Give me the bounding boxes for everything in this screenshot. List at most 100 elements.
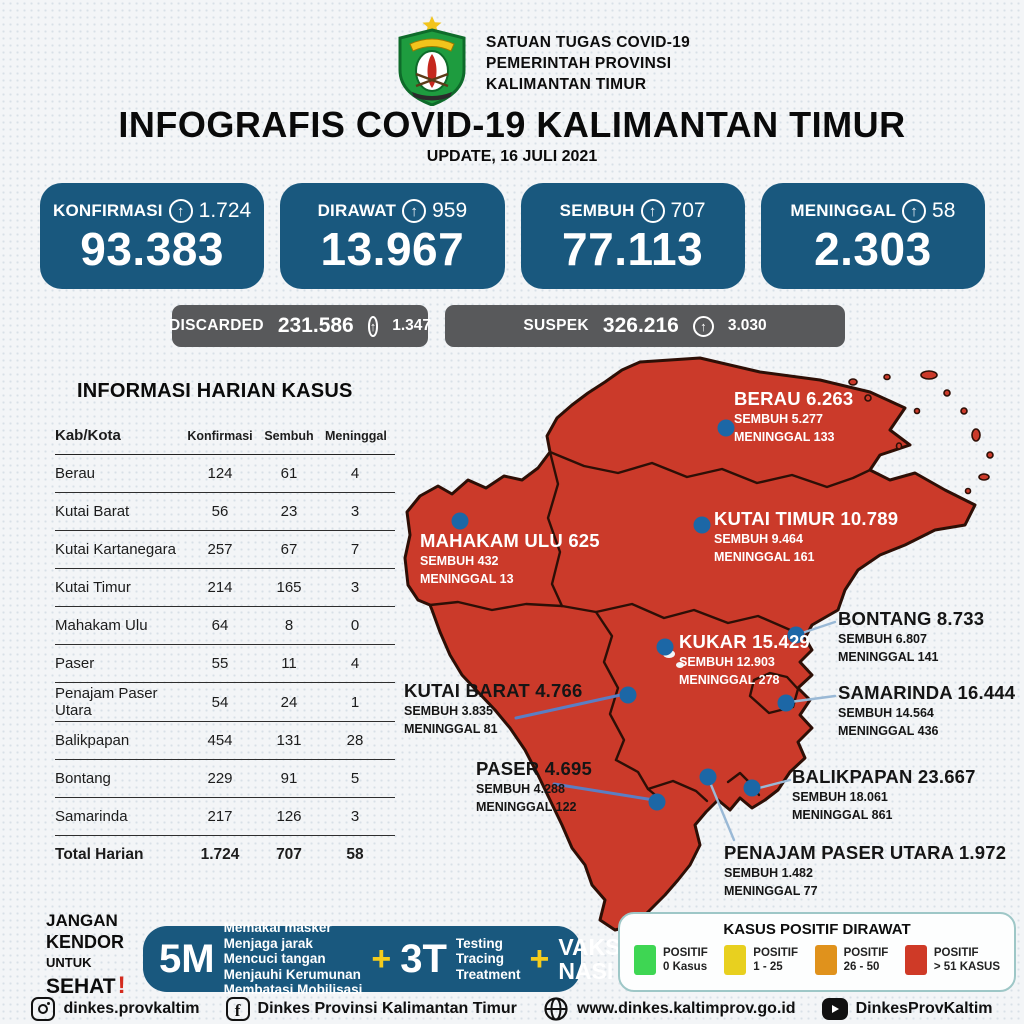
col-header: Sembuh [264, 428, 314, 443]
pill-value: 231.586 [277, 314, 354, 337]
footer-youtube: DinkesProvKaltim [821, 998, 993, 1020]
city-dot-balikpapan [743, 779, 761, 797]
city-dot-samarinda [777, 694, 795, 712]
card-delta: 707 [670, 199, 706, 222]
table-row: Balikpapan 454 131 28 [55, 722, 395, 760]
col-header: Konfirmasi [187, 428, 253, 443]
legend-item-red: POSITIF > 51 KASUS [904, 945, 1000, 975]
org-title: SATUAN TUGAS COVID-19 PEMERINTAH PROVINS… [486, 32, 690, 95]
pill-label: SUSPEK [523, 317, 589, 334]
kaltim-province-logo [398, 16, 466, 106]
district-borders [428, 450, 872, 803]
city-dot-bontang [787, 626, 805, 644]
protocol-vaksinasi: VAKSI NASI [558, 934, 627, 984]
card-konfirmasi: KONFIRMASI ↑ 1.724 93.383 [40, 183, 265, 289]
legend-title: KASUS POSITIF DIRAWAT [723, 921, 911, 938]
table-row: Mahakam Ulu 64 8 0 [55, 607, 395, 645]
col-header: Kab/Kota [55, 427, 121, 444]
card-value: 13.967 [320, 223, 465, 275]
table-total-row: Total Harian 1.724 707 58 [55, 846, 364, 863]
stat-cards: KONFIRMASI ↑ 1.724 93.383 DIRAWAT ↑ 959 … [40, 183, 985, 289]
card-delta: 959 [432, 199, 468, 222]
map-label-paser: PASER 4.695 SEMBUH 4.288 MENINGGAL 122 [476, 758, 593, 814]
map-label-ppu: PENAJAM PASER UTARA 1.972 SEMBUH 1.482 M… [724, 842, 1007, 898]
map-label-kukar: KUKAR 15.429 SEMBUH 12.903 MENINGGAL 278 [679, 631, 810, 687]
province-map-svg [403, 356, 994, 932]
pill-delta: 3.030 [727, 317, 767, 334]
discarded-pill: DISCARDED 231.586 ↑ 1.347 [169, 305, 432, 347]
plus-sign: + [529, 940, 550, 978]
legend-swatch [634, 945, 656, 975]
map-label-kutai-timur: KUTAI TIMUR 10.789 SEMBUH 9.464 MENINGGA… [714, 508, 899, 564]
up-arrow-icon: ↑ [902, 199, 927, 223]
card-label: KONFIRMASI [53, 201, 163, 220]
org-line-1: SATUAN TUGAS COVID-19 [486, 34, 691, 51]
province-map: BERAU 6.263 SEMBUH 5.277 MENINGGAL 133 K… [398, 352, 1022, 938]
table-row: Kutai Kartanegara 257 67 7 [55, 531, 395, 569]
city-dot-kutai-timur [693, 516, 711, 534]
city-dot-mahakam-ulu [451, 512, 469, 530]
city-dot-paser [648, 793, 666, 811]
facebook-handle: Dinkes Provinsi Kalimantan Timur [257, 1000, 517, 1017]
youtube-handle: DinkesProvKaltim [855, 1000, 993, 1017]
instagram-icon [31, 997, 56, 1021]
pill-delta: 1.347 [392, 317, 432, 334]
up-arrow-icon: ↑ [402, 199, 427, 223]
up-arrow-icon: ↑ [367, 315, 379, 337]
table-row: Kutai Barat 56 23 3 [55, 493, 395, 531]
suspek-pill: SUSPEK 326.216 ↑ 3.030 [445, 305, 845, 347]
table-row: Paser 55 11 4 [55, 645, 395, 683]
protocol-3t-items: Testing Tracing Treatment [455, 935, 521, 982]
up-arrow-icon: ↑ [168, 199, 193, 223]
card-label: DIRAWAT [317, 201, 397, 220]
legend-swatch [904, 945, 927, 975]
card-value: 77.113 [562, 223, 704, 275]
map-label-berau: BERAU 6.263 SEMBUH 5.277 MENINGGAL 133 [734, 388, 854, 444]
up-arrow-icon: ↑ [692, 315, 714, 337]
table-row: Samarinda 217 126 3 [55, 798, 395, 836]
card-label: MENINGGAL [790, 201, 897, 220]
city-dot-berau [717, 419, 735, 437]
table-row: Berau 124 61 4 [55, 455, 395, 493]
card-delta: 1.724 [198, 199, 252, 222]
up-arrow-icon: ↑ [640, 199, 665, 223]
leader-lines [514, 620, 837, 842]
logo-ribbon [412, 92, 452, 101]
slogan: JANGAN KENDOR UNTUK SEHAT! [46, 911, 126, 999]
protocol-banner: 5M Memakai masker Menjaga jarak Mencuci … [143, 920, 627, 997]
logo-banner [409, 38, 455, 52]
footer-facebook: f Dinkes Provinsi Kalimantan Timur [225, 997, 517, 1021]
city-dots [451, 419, 805, 811]
daily-cases-table: INFORMASI HARIAN KASUS Kab/Kota Konfirma… [55, 380, 395, 874]
footer-instagram: dinkes.provkaltim [31, 997, 200, 1021]
legend-item-orange: POSITIF 26 - 50 [814, 945, 888, 975]
page-title: INFOGRAFIS COVID-19 KALIMANTAN TIMUR [118, 104, 906, 145]
facebook-icon: f [225, 997, 250, 1021]
footer-website: www.dinkes.kaltimprov.go.id [543, 996, 796, 1022]
map-legend: KASUS POSITIF DIRAWAT POSITIF 0 Kasus POS… [618, 912, 1016, 992]
city-dot-kutai-barat [619, 686, 637, 704]
legend-swatch [724, 945, 747, 975]
table-row: Bontang 229 91 5 [55, 760, 395, 798]
legend-swatch [814, 945, 837, 975]
col-header: Meninggal [325, 428, 387, 443]
plus-sign: + [371, 940, 392, 978]
youtube-icon [821, 998, 848, 1020]
province-landmass [403, 356, 977, 932]
pill-value: 326.216 [602, 314, 679, 337]
card-sembuh: SEMBUH ↑ 707 77.113 [520, 183, 745, 289]
globe-icon [544, 997, 568, 1021]
map-label-bontang: BONTANG 8.733 SEMBUH 6.807 MENINGGAL 141 [838, 608, 985, 664]
table-row: Penajam Paser Utara 54 24 1 [55, 683, 395, 722]
footer-social: dinkes.provkaltim f Dinkes Provinsi Kali… [0, 996, 1024, 1022]
card-value: 93.383 [80, 223, 224, 275]
card-label: SEMBUH [559, 201, 635, 220]
protocol-5m: 5M [159, 936, 215, 981]
map-label-samarinda: SAMARINDA 16.444 SEMBUH 14.564 MENINGGAL… [838, 682, 1016, 738]
table-row: Kutai Timur 214 165 3 [55, 569, 395, 607]
exclamation-mark: ! [117, 972, 126, 999]
map-label-balikpapan: BALIKPAPAN 23.667 SEMBUH 18.061 MENINGGA… [792, 766, 976, 822]
islands [848, 370, 994, 495]
table-title: INFORMASI HARIAN KASUS [77, 380, 353, 402]
